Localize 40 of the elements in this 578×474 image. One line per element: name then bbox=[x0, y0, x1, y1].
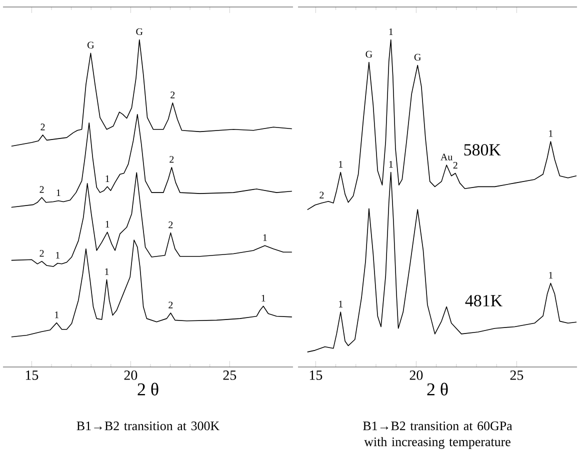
x-axis-title: 2 θ bbox=[138, 382, 158, 396]
x-tick-label: 15 bbox=[310, 370, 322, 380]
annotation: 1 bbox=[263, 234, 267, 241]
series-label: 580K bbox=[464, 144, 501, 156]
annotation: 2 bbox=[170, 92, 175, 98]
annotation: G bbox=[88, 42, 94, 48]
x-tick-label: 20 bbox=[410, 370, 423, 380]
annotation: 1 bbox=[56, 189, 60, 196]
annotation: 1 bbox=[106, 175, 110, 182]
annotation: 1 bbox=[105, 268, 109, 275]
series-label: 481K bbox=[465, 294, 502, 306]
annotation: 1 bbox=[106, 220, 110, 228]
annotation: 1 bbox=[389, 28, 393, 36]
annotation: 1 bbox=[56, 252, 60, 259]
text: B1→B2 transition at 60GPa with increasing temperature bbox=[363, 422, 512, 449]
x-tick-label: 15 bbox=[26, 370, 38, 380]
annotation: G bbox=[366, 50, 372, 58]
annotation: 2 bbox=[168, 302, 173, 308]
annotation: 1 bbox=[262, 294, 266, 302]
annotation: G bbox=[136, 28, 143, 36]
x-axis-title: 2 θ bbox=[427, 382, 448, 396]
annotation: 1 bbox=[549, 272, 553, 279]
annotation: 2 bbox=[40, 186, 44, 193]
text: B1→B2 transition at 300K bbox=[76, 422, 220, 430]
annotation: 1 bbox=[389, 160, 393, 168]
annotation: 1 bbox=[339, 300, 343, 308]
x-tick-label: 25 bbox=[510, 370, 524, 380]
x-tick-label: 20 bbox=[124, 370, 138, 380]
annotation: 2 bbox=[40, 250, 44, 257]
annotation: 2 bbox=[453, 162, 458, 169]
annotation: 1 bbox=[549, 130, 553, 137]
annotation: 2 bbox=[40, 124, 45, 130]
annotation: 2 bbox=[168, 222, 173, 228]
x-tick-label: 25 bbox=[223, 370, 236, 380]
annotation: 2 bbox=[320, 192, 324, 198]
annotation: G bbox=[414, 54, 421, 61]
annotation: 1 bbox=[339, 160, 343, 168]
annotation: 1 bbox=[55, 312, 59, 318]
annotation: 2 bbox=[170, 156, 174, 163]
annotation: Au bbox=[440, 154, 452, 160]
